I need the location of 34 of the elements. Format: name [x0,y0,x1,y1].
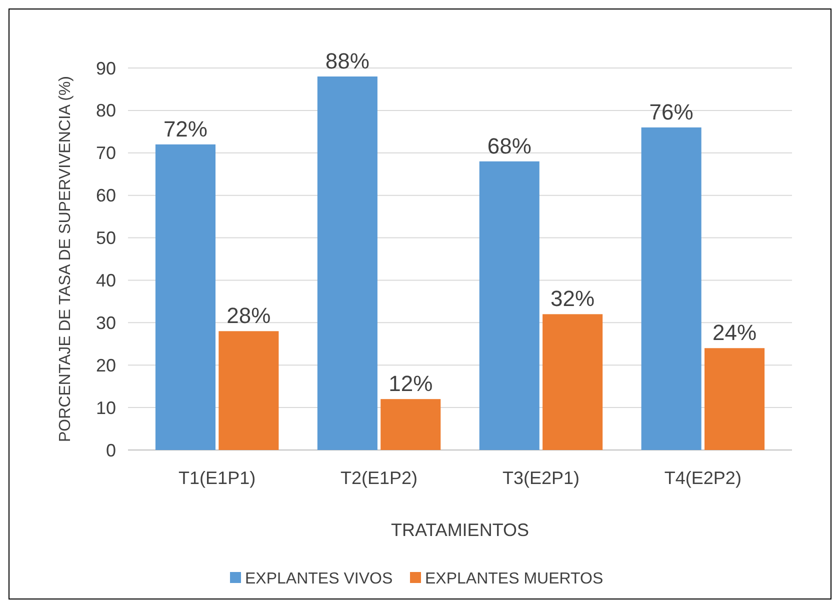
bar [641,127,702,450]
bar [317,76,378,450]
y-tick-label: 90 [96,58,116,78]
bar [704,348,765,450]
y-tick-label: 70 [96,143,116,164]
legend-label: EXPLANTES MUERTOS [425,570,604,588]
y-tick-label: 50 [96,228,116,248]
bar [380,399,441,450]
x-axis-title: TRATAMIENTOS [390,520,530,540]
data-label: 32% [550,286,595,312]
data-label: 88% [325,48,370,74]
x-tick-label: T2(E1P2) [340,468,418,488]
y-tick-label: 80 [96,100,116,121]
bar [542,314,603,450]
x-tick-label: T3(E2P1) [502,468,580,488]
data-label: 68% [487,133,532,158]
data-label: 12% [388,371,433,396]
data-label: 72% [163,116,208,142]
x-tick-label: T1(E1P1) [178,468,256,488]
y-tick-label: 0 [106,440,116,460]
y-axis-title: PORCENTAJE DE TASA DE SUPERVIVENCIA (%) [57,76,74,442]
data-label: 28% [226,303,271,328]
legend-label: EXPLANTES VIVOS [245,570,393,588]
y-tick-label: 10 [96,398,116,418]
data-label: 76% [649,99,694,124]
x-tick-label: T4(E2P2) [664,468,742,488]
y-tick-label: 40 [96,270,116,291]
bar [155,144,216,450]
data-label: 24% [712,320,757,346]
y-tick-label: 60 [96,186,116,206]
y-tick-label: 20 [96,355,116,376]
y-tick-label: 30 [96,312,116,333]
bar [218,331,279,450]
bar [479,161,540,450]
